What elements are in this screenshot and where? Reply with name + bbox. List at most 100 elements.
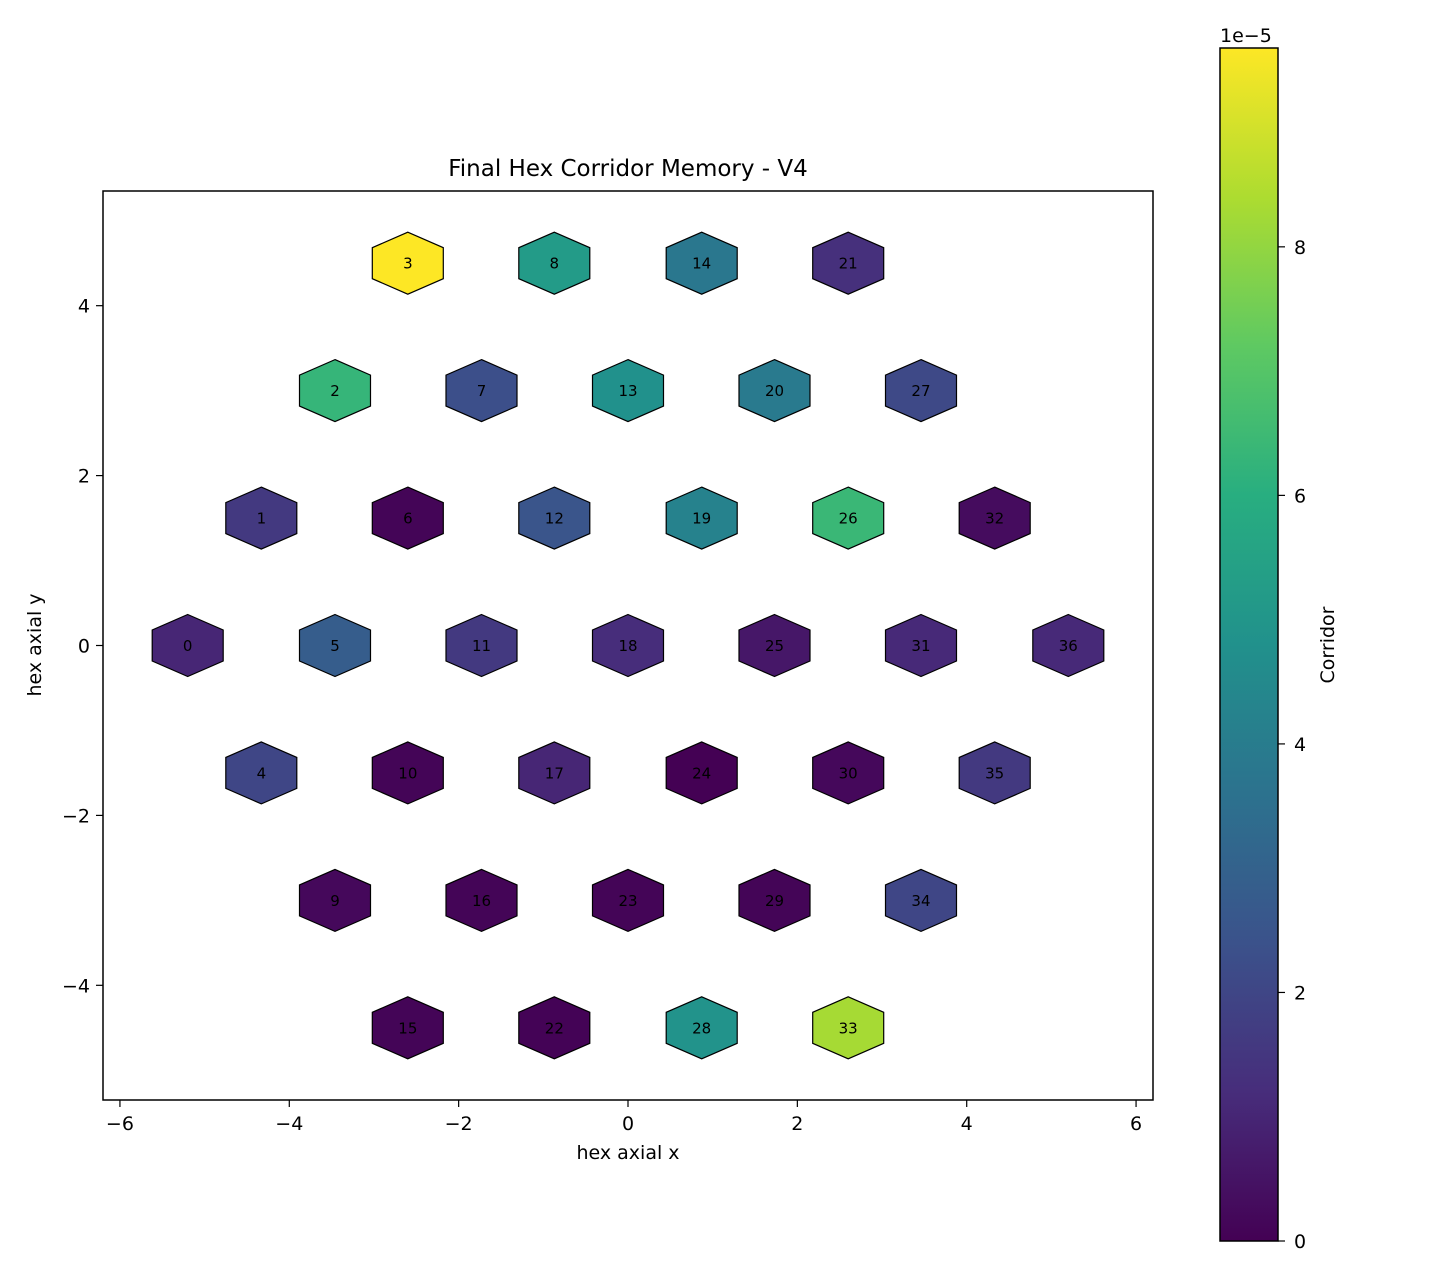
colorbar — [1219, 47, 1279, 1242]
colorbar-axis: 0 2 4 6 8 — [1278, 237, 1306, 1253]
hex-cell-label: 6 — [403, 510, 413, 528]
hex-cell — [884, 613, 958, 678]
hex-cell — [371, 486, 444, 550]
hex-cell-label: 18 — [618, 637, 637, 655]
hex-cell-label: 2 — [330, 382, 340, 400]
colorbar-tick-label: 6 — [1294, 485, 1306, 507]
hex-cell — [1032, 613, 1105, 678]
hex-cell-label: 21 — [839, 255, 858, 273]
hex-cell — [518, 741, 591, 805]
y-axis-title: hex axial y — [24, 593, 46, 696]
y-tick-label: 4 — [78, 296, 90, 318]
hex-cell — [591, 613, 665, 678]
hex-cell-label: 24 — [692, 764, 711, 782]
hex-cell-label: 25 — [765, 637, 784, 655]
hex-cell-label: 26 — [839, 510, 858, 528]
x-tick-label: −4 — [275, 1113, 303, 1135]
hex-cell-label: 36 — [1059, 637, 1078, 655]
hex-cell — [738, 613, 811, 678]
hex-cell — [738, 358, 811, 423]
hex-cell — [958, 741, 1031, 805]
x-axis-title: hex axial x — [576, 1142, 679, 1164]
hex-cell — [665, 996, 738, 1060]
hex-cell — [518, 996, 591, 1060]
x-tick-label: −2 — [445, 1113, 473, 1135]
hex-cell-label: 11 — [472, 637, 491, 655]
hex-cell-label: 5 — [330, 637, 340, 655]
colorbar-tick-label: 0 — [1294, 1231, 1306, 1253]
hex-cell — [445, 613, 518, 678]
hex-cell-label: 29 — [765, 892, 784, 910]
y-axis: −4 −2 0 2 4 — [62, 296, 103, 997]
x-tick-label: 4 — [961, 1113, 973, 1135]
colorbar-title: Corridor — [1317, 606, 1339, 683]
chart-title: Final Hex Corridor Memory - V4 — [448, 156, 808, 182]
hex-cell — [298, 613, 372, 678]
hex-cell — [812, 741, 885, 805]
hex-cell — [884, 358, 958, 423]
hex-cell-label: 19 — [692, 510, 711, 528]
hex-cell — [518, 486, 591, 550]
colorbar-tick-label: 2 — [1294, 982, 1306, 1004]
hex-cell-label: 28 — [692, 1019, 711, 1037]
hex-cell — [812, 486, 885, 550]
y-tick-label: 2 — [78, 466, 90, 488]
hex-cell — [738, 868, 811, 933]
hex-cell-label: 9 — [330, 892, 340, 910]
colorbar-tick-label: 8 — [1294, 237, 1306, 259]
hex-cell — [151, 613, 224, 678]
hex-cell-label: 27 — [911, 382, 930, 400]
hex-cell — [958, 486, 1031, 550]
x-tick-label: 6 — [1130, 1113, 1142, 1135]
hex-cell-label: 34 — [911, 892, 930, 910]
hex-cell — [371, 741, 444, 805]
hex-cell — [298, 358, 372, 423]
x-tick-label: 2 — [791, 1113, 803, 1135]
hex-cell-label: 4 — [257, 764, 267, 782]
y-tick-label: −4 — [62, 975, 90, 997]
x-tick-label: 0 — [622, 1113, 634, 1135]
hex-cell-label: 32 — [985, 510, 1004, 528]
hex-cell-label: 10 — [398, 764, 417, 782]
hex-cell-label: 17 — [545, 764, 564, 782]
hex-cell — [884, 868, 958, 933]
colorbar-tick-label: 4 — [1294, 734, 1306, 756]
hex-cells: 0123456789101112131415161718192021222324… — [151, 231, 1105, 1060]
hex-cell-label: 12 — [545, 510, 564, 528]
hex-cell-label: 20 — [765, 382, 784, 400]
hex-cell — [591, 868, 665, 933]
y-tick-label: −2 — [62, 805, 90, 827]
hex-cell-label: 33 — [839, 1019, 858, 1037]
hex-cell — [665, 231, 738, 295]
hex-cell-label: 7 — [477, 382, 487, 400]
hex-cell — [591, 358, 665, 423]
y-tick-label: 0 — [78, 636, 90, 658]
hex-cell-label: 0 — [183, 637, 193, 655]
colorbar-scale-label: 1e−5 — [1220, 25, 1272, 47]
hex-cell-label: 16 — [472, 892, 491, 910]
hex-cell — [812, 996, 885, 1060]
hex-cell — [665, 486, 738, 550]
hex-cell — [225, 486, 298, 550]
hex-cell-label: 30 — [839, 764, 858, 782]
hex-cell-label: 22 — [545, 1019, 564, 1037]
hex-cell — [445, 868, 518, 933]
hex-cell-label: 15 — [398, 1019, 417, 1037]
hex-cell-label: 14 — [692, 255, 711, 273]
hex-cell-label: 8 — [550, 255, 560, 273]
hex-cell — [812, 231, 885, 295]
hex-cell-label: 23 — [618, 892, 637, 910]
hex-cell-label: 13 — [618, 382, 637, 400]
hex-cell — [518, 231, 591, 295]
hex-cell-label: 31 — [911, 637, 930, 655]
hex-cell — [371, 231, 444, 295]
hex-cell-label: 1 — [257, 510, 267, 528]
hex-cell-label: 3 — [403, 255, 413, 273]
x-tick-label: −6 — [106, 1113, 134, 1135]
hex-cell — [298, 868, 372, 933]
hex-cell — [665, 741, 738, 805]
hex-cell — [225, 741, 298, 805]
x-axis: −6 −4 −2 0 2 4 6 — [106, 1100, 1142, 1135]
hex-cell — [371, 996, 444, 1060]
